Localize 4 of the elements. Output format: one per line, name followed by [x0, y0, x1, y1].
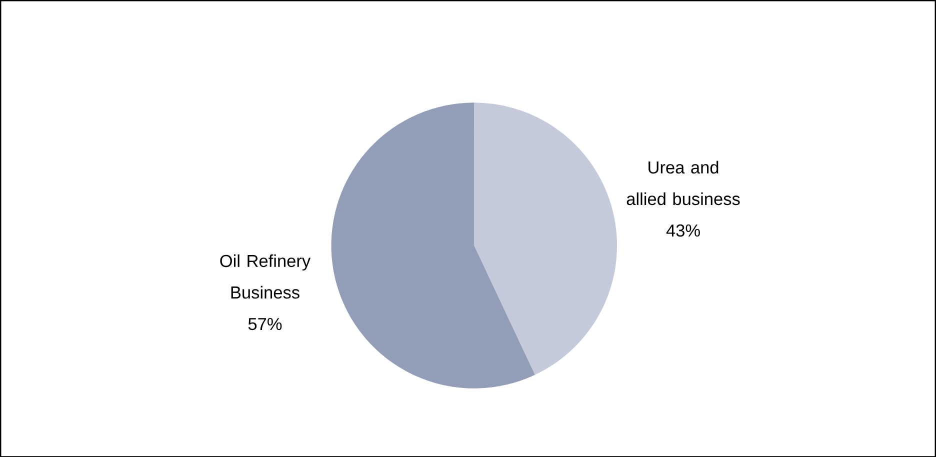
slice-label: Oil Refinery Business	[220, 254, 311, 298]
data-label: 57%	[248, 318, 282, 330]
slice-label: Urea and allied business	[626, 160, 740, 205]
data-label: 43%	[666, 224, 700, 236]
